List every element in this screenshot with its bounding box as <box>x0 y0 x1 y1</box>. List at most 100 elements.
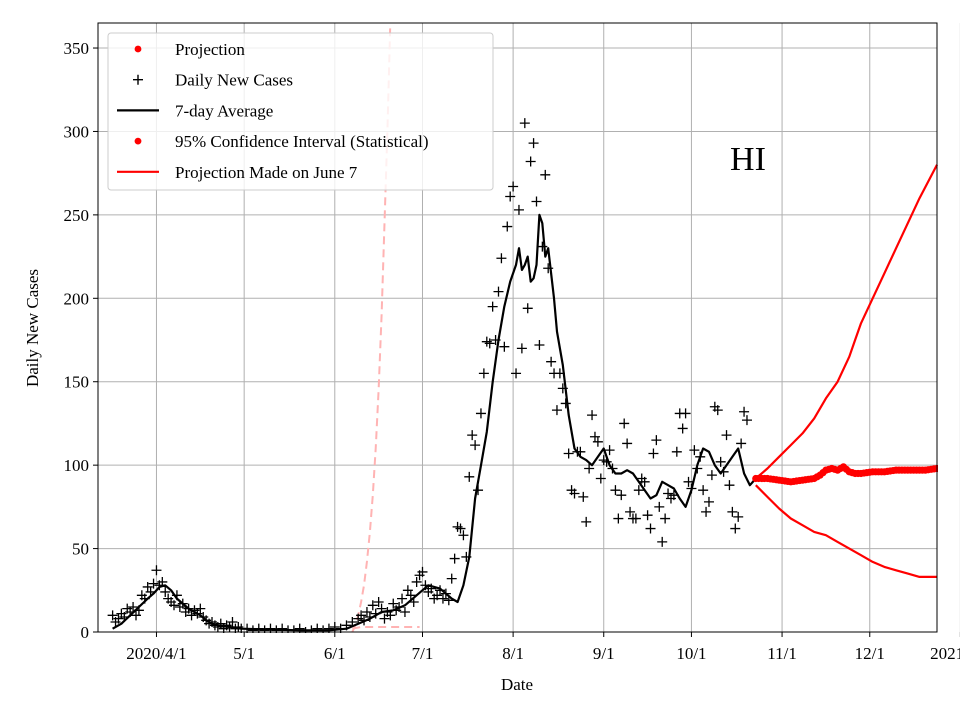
daily-case-point <box>142 581 153 592</box>
daily-case-point <box>420 580 431 591</box>
daily-case-point <box>125 606 136 617</box>
x-tick-label: 9/1 <box>593 644 615 663</box>
daily-case-point <box>683 476 694 487</box>
daily-case-point <box>607 463 618 474</box>
daily-case-point <box>183 603 194 614</box>
x-tick-label: 7/1 <box>412 644 434 663</box>
daily-case-point <box>657 536 668 547</box>
daily-case-point <box>376 603 387 614</box>
x-tick-label: 11/1 <box>767 644 797 663</box>
daily-case-point <box>698 485 709 496</box>
plot-frame <box>97 22 938 633</box>
daily-case-point <box>546 356 557 367</box>
daily-case-point <box>288 625 299 633</box>
daily-case-point <box>467 430 478 441</box>
daily-case-point <box>397 593 408 604</box>
daily-case-point <box>177 598 188 609</box>
daily-case-point <box>630 513 641 524</box>
daily-case-point <box>703 496 714 507</box>
daily-case-point <box>359 615 370 626</box>
daily-case-point <box>733 511 744 522</box>
daily-case-point <box>487 301 498 312</box>
daily-case-point <box>151 565 162 576</box>
daily-case-point <box>537 241 548 252</box>
daily-case-point <box>575 446 586 457</box>
daily-case-point <box>399 606 410 617</box>
daily-case-point <box>394 601 405 612</box>
daily-case-point <box>455 523 466 534</box>
daily-case-point <box>192 608 203 619</box>
daily-case-point <box>604 445 615 456</box>
daily-case-point <box>736 438 747 449</box>
x-tick-label: 5/1 <box>233 644 255 663</box>
daily-case-point <box>370 608 381 619</box>
series-projection-made-on-june-7 <box>351 23 392 633</box>
y-tick-label: 200 <box>64 289 90 308</box>
daily-case-point <box>490 335 501 346</box>
daily-case-point <box>259 625 270 633</box>
daily-case-point <box>478 368 489 379</box>
legend-marker-dot <box>134 137 142 145</box>
x-tick-label: 2020/4/1 <box>126 644 186 663</box>
daily-case-point <box>443 595 454 606</box>
daily-case-point <box>592 436 603 447</box>
daily-case-point <box>484 338 495 349</box>
daily-case-point <box>686 483 697 494</box>
daily-case-point <box>663 488 674 499</box>
daily-case-point <box>601 456 612 467</box>
legend-marker-plus <box>133 74 143 85</box>
daily-case-point <box>639 476 650 487</box>
daily-case-point <box>519 118 530 129</box>
daily-case-point <box>306 625 317 633</box>
daily-case-point <box>587 410 598 421</box>
daily-case-point <box>516 343 527 354</box>
daily-case-point <box>660 513 671 524</box>
y-axis-label: Daily New Cases <box>23 269 42 387</box>
legend-label: Daily New Cases <box>175 71 293 90</box>
daily-case-point <box>706 470 717 481</box>
daily-case-point <box>119 611 130 622</box>
daily-case-point <box>642 510 653 521</box>
daily-case-point <box>689 445 700 456</box>
daily-case-point <box>461 551 472 562</box>
daily-case-point <box>531 196 542 207</box>
daily-case-point <box>145 586 156 597</box>
daily-case-point <box>496 253 507 264</box>
daily-case-point <box>730 523 741 534</box>
daily-case-point <box>581 516 592 527</box>
daily-case-point <box>610 485 621 496</box>
daily-case-point <box>195 603 206 614</box>
legend-label: 95% Confidence Interval (Statistical) <box>175 132 429 151</box>
daily-case-point <box>622 438 633 449</box>
daily-case-point <box>318 625 329 633</box>
y-tick-label: 350 <box>64 39 90 58</box>
daily-case-point <box>715 456 726 467</box>
daily-case-point <box>668 490 679 501</box>
daily-case-point <box>417 566 428 577</box>
daily-case-point <box>385 610 396 621</box>
series-95-confidence-interval-upper <box>755 164 938 480</box>
daily-case-point <box>356 610 367 621</box>
y-tick-label: 100 <box>64 456 90 475</box>
daily-case-point <box>718 466 729 477</box>
daily-case-point <box>148 578 159 589</box>
x-tick-label: 8/1 <box>502 644 524 663</box>
daily-case-point <box>554 368 565 379</box>
daily-case-point <box>613 513 624 524</box>
daily-case-point <box>224 621 235 632</box>
daily-case-point <box>522 303 533 314</box>
daily-case-point <box>741 415 752 426</box>
daily-case-point <box>633 485 644 496</box>
y-tick-label: 150 <box>64 373 90 392</box>
daily-case-point <box>379 613 390 624</box>
daily-case-point <box>543 263 554 274</box>
daily-case-point <box>361 606 372 617</box>
daily-case-point <box>405 590 416 601</box>
daily-case-point <box>727 506 738 517</box>
y-tick-label: 250 <box>64 206 90 225</box>
y-axis: 0 50 100 150 200 250 300 350 <box>64 39 98 642</box>
legend-box <box>107 32 494 191</box>
daily-case-point <box>470 440 481 451</box>
daily-case-point <box>502 221 513 232</box>
